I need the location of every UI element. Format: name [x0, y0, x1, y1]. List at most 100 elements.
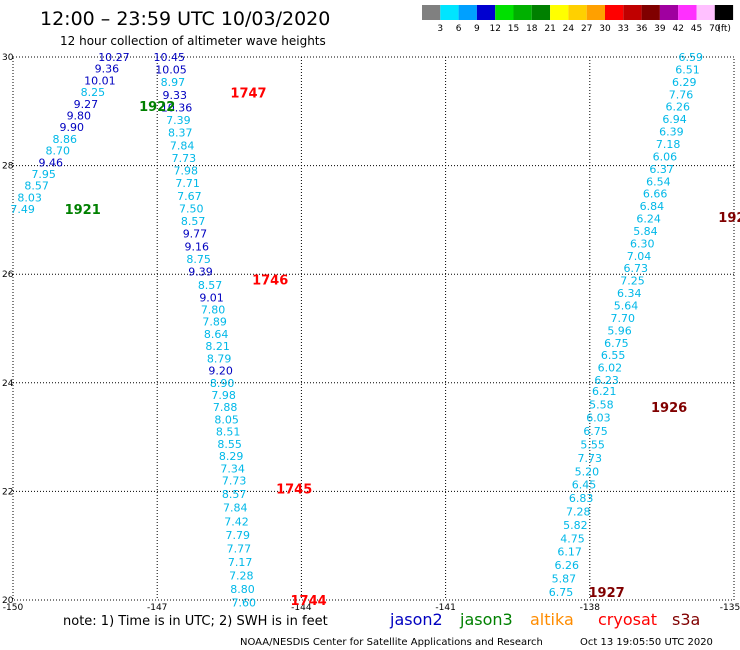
- orbit-number-label: 1744: [291, 594, 327, 609]
- wave-height-value: 7.70: [611, 312, 636, 325]
- legend-label: 9: [474, 24, 480, 34]
- legend-swatch: [568, 5, 587, 20]
- map-frame: [12, 56, 735, 601]
- satellite-legend-altika: altika: [530, 610, 574, 629]
- satellite-legend-s3a: s3a: [672, 610, 700, 629]
- wave-height-value: 8.03: [17, 191, 42, 204]
- wave-height-value: 7.98: [211, 389, 236, 402]
- wave-height-value: 6.34: [617, 287, 642, 300]
- wave-height-value: 8.57: [181, 215, 206, 228]
- wave-height-value: 6.66: [643, 188, 668, 201]
- y-tick-label: 22: [2, 487, 13, 497]
- wave-height-value: 7.25: [620, 275, 645, 288]
- orbit-number-label: 1921: [65, 203, 101, 218]
- wave-height-value: 6.59: [678, 51, 703, 64]
- wave-height-value: 7.95: [31, 168, 56, 181]
- satellite-legend: jason2 jason3 altika cryosat s3a: [389, 610, 700, 629]
- wave-height-value: 9.33: [162, 89, 187, 102]
- legend-label: 39: [654, 24, 666, 34]
- wave-height-value: 8.05: [214, 413, 239, 426]
- x-tick-label: -147: [147, 603, 167, 613]
- wave-height-value: 8.57: [222, 488, 247, 501]
- footer-timestamp: Oct 13 19:05:50 UTC 2020: [580, 637, 713, 648]
- orbit-number-label: 1926: [651, 401, 687, 416]
- legend-swatch: [440, 5, 459, 20]
- legend-label: 12: [489, 24, 500, 34]
- wave-height-value: 7.98: [174, 165, 199, 178]
- wave-height-value: 5.64: [614, 300, 639, 313]
- legend-swatch: [586, 5, 605, 20]
- wave-height-tracks: 10.279.3610.018.259.279.809.908.868.709.…: [10, 51, 703, 610]
- orbit-number-label: 1927: [589, 586, 625, 601]
- wave-height-value: 8.29: [219, 450, 244, 463]
- legend-swatch: [659, 5, 679, 20]
- wave-height-value: 7.79: [225, 529, 250, 542]
- wave-height-value: 6.94: [662, 113, 687, 126]
- wave-height-value: 5.20: [575, 465, 600, 478]
- legend-swatch: [714, 5, 734, 20]
- wave-height-value: 8.55: [217, 438, 242, 451]
- wave-height-value: 7.04: [627, 250, 652, 263]
- wave-height-value: 10.01: [84, 74, 116, 87]
- orbit-number-label: 1746: [252, 274, 288, 289]
- footer-credit: NOAA/NESDIS Center for Satellite Applica…: [240, 637, 543, 648]
- wave-height-value: 8.70: [45, 145, 70, 158]
- wave-height-value: 7.84: [223, 502, 248, 515]
- wave-height-value: 8.25: [81, 86, 106, 99]
- x-tick-label: -144: [291, 603, 312, 613]
- wave-height-value: 7.42: [224, 515, 249, 528]
- wave-height-value: 8.79: [207, 352, 232, 365]
- legend-swatch: [513, 5, 532, 20]
- wave-height-value: 7.77: [227, 542, 252, 555]
- wave-height-value: 6.26: [666, 101, 691, 114]
- wave-height-value: 7.18: [656, 138, 681, 151]
- wave-height-value: 5.55: [580, 439, 605, 452]
- x-tick-label: -150: [3, 603, 24, 613]
- y-tick-label: 26: [2, 270, 14, 280]
- wave-height-value: 7.84: [170, 139, 195, 152]
- wave-height-value: 7.28: [229, 570, 254, 583]
- satellite-legend-jason2: jason2: [389, 610, 443, 629]
- wave-height-value: 8.57: [198, 279, 223, 292]
- legend-swatch: [422, 5, 441, 20]
- wave-height-value: 6.03: [586, 412, 611, 425]
- x-tick-label: -135: [720, 603, 740, 613]
- wave-height-value: 7.88: [213, 401, 238, 414]
- wave-height-value: 6.06: [653, 150, 678, 163]
- y-tick-label: 24: [2, 379, 14, 389]
- wave-height-value: 6.39: [659, 126, 684, 139]
- wave-height-value: 5.87: [552, 572, 577, 585]
- wave-height-value: 10.27: [98, 51, 130, 64]
- legend-label: (ft): [717, 24, 731, 34]
- page-title: 12:00 – 23:59 UTC 10/03/2020: [40, 8, 330, 30]
- wave-height-value: 7.28: [566, 505, 591, 518]
- legend-label: 24: [563, 24, 575, 34]
- legend-label: 6: [456, 24, 462, 34]
- wave-height-value: 6.54: [646, 175, 671, 188]
- legend-label: 15: [508, 24, 519, 34]
- axis-ticks: -150 -147 -144 -141 -138 -135 30 28 26 24 22 20: [2, 53, 740, 613]
- wave-height-value: 9.27: [74, 98, 99, 111]
- wave-height-value: 6.51: [675, 63, 700, 76]
- wave-height-value: 5.58: [589, 398, 614, 411]
- legend-label: 42: [672, 24, 683, 34]
- wave-height-value: 9.20: [208, 365, 233, 378]
- wave-height-value: 5.96: [607, 324, 632, 337]
- wave-height-value: 8.57: [24, 180, 49, 193]
- wave-height-value: 7.89: [202, 316, 227, 329]
- wave-height-value: 10.05: [155, 64, 187, 77]
- legend-label: 33: [618, 24, 629, 34]
- wave-height-value: 6.37: [649, 163, 674, 176]
- legend-label: 36: [636, 24, 648, 34]
- orbit-number-labels: 1922 1921 1747 1746 1745 1744 1925 1926 1927: [65, 86, 740, 609]
- wave-height-value: 6.84: [640, 200, 665, 213]
- wave-height-value: 7.73: [222, 475, 247, 488]
- wave-height-value: 6.45: [572, 479, 597, 492]
- y-tick-label: 28: [2, 162, 14, 172]
- map-grid: [12, 56, 735, 601]
- wave-height-value: 6.02: [598, 362, 623, 375]
- wave-height-value: 7.34: [220, 462, 245, 475]
- wave-height-value: 10.36: [161, 101, 193, 114]
- wave-height-value: 9.90: [60, 121, 85, 134]
